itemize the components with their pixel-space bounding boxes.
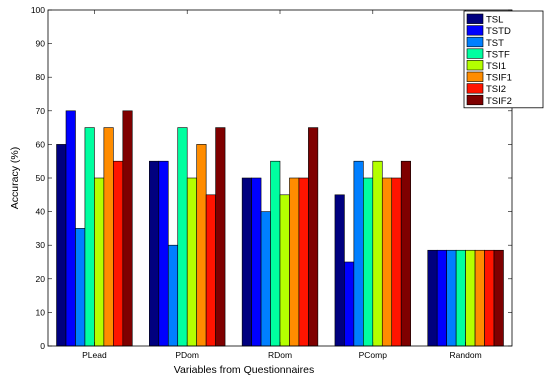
y-tick-label-0: 0 bbox=[40, 341, 45, 351]
bar-tstd-pdom bbox=[158, 160, 169, 347]
bar-tstf-plead bbox=[84, 127, 95, 347]
legend-swatch-tsl bbox=[466, 13, 484, 24]
bar-tstf-pcomp bbox=[363, 177, 374, 347]
bar-tsl-pdom bbox=[149, 160, 160, 347]
y-tick-label-60: 60 bbox=[36, 139, 46, 149]
bar-tsi2-pdom bbox=[205, 194, 216, 347]
y-tick-label-30: 30 bbox=[36, 240, 46, 250]
bar-tst-pdom bbox=[167, 244, 179, 347]
bar-tst-pcomp bbox=[353, 160, 364, 347]
bar-tsl-random bbox=[427, 249, 438, 347]
bar-tsi1-plead bbox=[94, 177, 105, 347]
bar-tsi1-pcomp bbox=[372, 160, 383, 347]
bar-tsl-pcomp bbox=[334, 194, 345, 347]
legend-swatch-tstd bbox=[466, 25, 484, 36]
y-tick-label-50: 50 bbox=[36, 173, 46, 183]
bar-tstf-rdom bbox=[270, 160, 281, 347]
legend-label-tstf: TSTF bbox=[486, 49, 510, 60]
legend-swatch-tsi2 bbox=[466, 83, 484, 94]
bar-tst-random bbox=[446, 249, 457, 347]
y-tick-label-100: 100 bbox=[31, 5, 45, 15]
bar-tsif1-rdom bbox=[289, 177, 300, 347]
y-tick-label-80: 80 bbox=[36, 72, 46, 82]
bar-tsi2-pcomp bbox=[391, 177, 402, 347]
plot-frame bbox=[47, 9, 513, 347]
bar-tstd-plead bbox=[65, 110, 76, 347]
legend-label-tsif1: TSIF1 bbox=[486, 73, 512, 84]
x-axis-label: Variables from Questionnaires bbox=[174, 364, 314, 376]
bar-tstf-pdom bbox=[177, 127, 188, 347]
bar-tst-plead bbox=[75, 228, 86, 347]
y-axis-label: Accuracy (%) bbox=[9, 147, 21, 209]
bar-tsif1-pcomp bbox=[381, 177, 393, 347]
bar-tsi1-rdom bbox=[279, 194, 290, 347]
y-tick-label-40: 40 bbox=[36, 207, 46, 217]
bar-tstd-random bbox=[436, 249, 447, 347]
legend-label-tsi1: TSI1 bbox=[486, 61, 506, 72]
legend-label-tst: TST bbox=[486, 38, 504, 49]
bar-tsif1-random bbox=[474, 249, 485, 347]
bar-tsi1-pdom bbox=[186, 177, 197, 347]
legend-swatch-tstf bbox=[466, 48, 484, 59]
bar-tsif2-pdom bbox=[215, 127, 226, 347]
x-tick-label-pdom: PDom bbox=[175, 350, 199, 360]
legend-label-tsif2: TSIF2 bbox=[486, 96, 512, 107]
legend-swatch-tsi1 bbox=[466, 60, 484, 71]
bar-tstd-pcomp bbox=[344, 261, 355, 347]
y-tick-label-20: 20 bbox=[36, 274, 46, 284]
bars-layer bbox=[56, 110, 504, 347]
bar-tsl-rdom bbox=[241, 177, 252, 347]
x-tick-label-random: Random bbox=[450, 350, 482, 360]
legend-swatch-tsif2 bbox=[466, 94, 484, 106]
bar-tsif2-random bbox=[493, 249, 504, 347]
bar-tst-rdom bbox=[260, 211, 271, 347]
legend-label-tsl: TSL bbox=[486, 15, 503, 26]
axes-layer: PLead PDom RDom PComp Random 0 10 20 30 40 50 60 70 8… bbox=[31, 5, 513, 360]
bar-tsif2-pcomp bbox=[400, 160, 411, 347]
bar-tsi2-plead bbox=[113, 160, 124, 347]
legend-swatch-tst bbox=[466, 36, 484, 48]
x-tick-label-plead: PLead bbox=[82, 350, 107, 360]
bar-tsi2-random bbox=[484, 249, 495, 347]
bar-tstd-rdom bbox=[251, 177, 262, 347]
bar-tsi2-rdom bbox=[298, 177, 309, 347]
legend-label-tstd: TSTD bbox=[486, 26, 511, 37]
bar-tsif1-plead bbox=[103, 127, 114, 347]
bar-tsl-plead bbox=[56, 144, 67, 347]
y-tick-label-70: 70 bbox=[36, 106, 46, 116]
legend-label-tsi2: TSI2 bbox=[486, 84, 506, 95]
y-tick-label-10: 10 bbox=[36, 307, 46, 317]
bar-tsi1-random bbox=[465, 249, 476, 347]
bar-tstf-random bbox=[455, 249, 466, 347]
bar-tsif1-pdom bbox=[196, 144, 207, 347]
bar-tsif2-plead bbox=[122, 110, 133, 347]
bar-tsif2-rdom bbox=[308, 127, 319, 347]
x-tick-label-rdom: RDom bbox=[268, 350, 292, 360]
legend-swatch-tsif1 bbox=[466, 71, 484, 82]
y-tick-label-90: 90 bbox=[36, 39, 46, 49]
x-tick-label-pcomp: PComp bbox=[359, 350, 388, 360]
